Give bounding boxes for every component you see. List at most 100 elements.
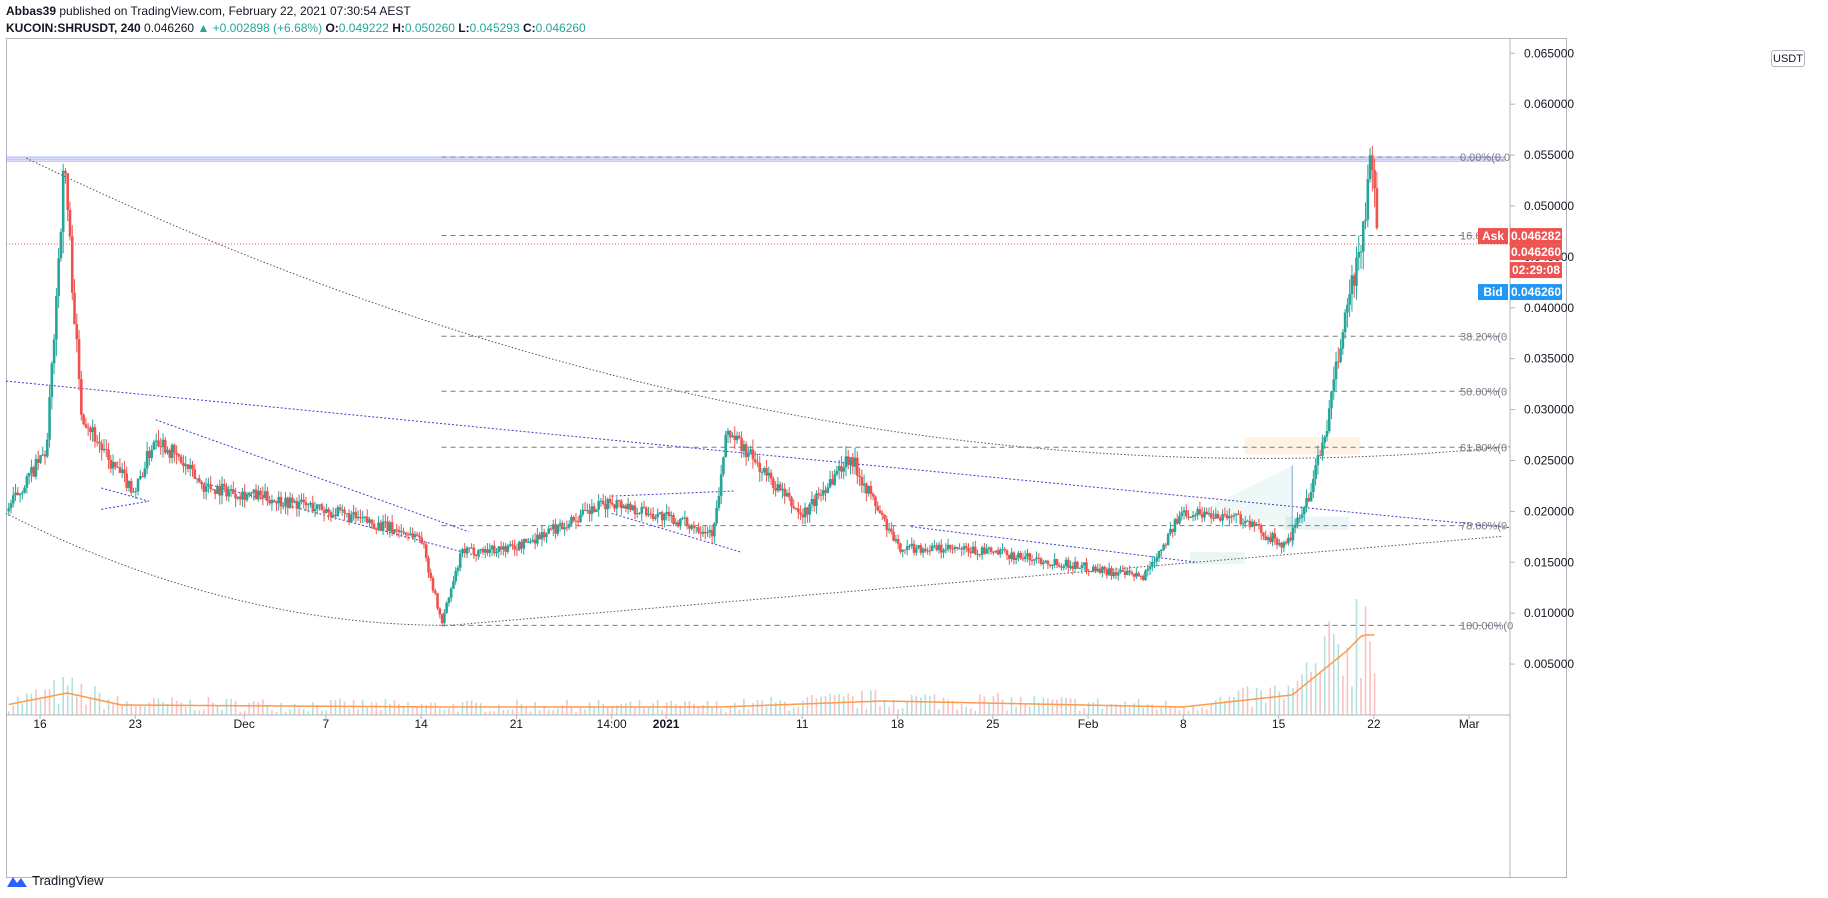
candle-body — [365, 516, 369, 523]
candle-body — [1017, 553, 1020, 558]
candle-body — [34, 459, 38, 477]
volume-bar — [584, 709, 586, 715]
volume-bar — [479, 703, 482, 715]
candle-body — [82, 414, 85, 425]
candle-body — [331, 514, 335, 517]
volume-bar — [1219, 696, 1222, 715]
candle-body — [1234, 513, 1238, 516]
candle-body — [388, 522, 392, 532]
candle-body — [996, 550, 1000, 555]
publisher-name[interactable]: Abbas39 — [6, 4, 57, 18]
price-change: ▲ +0.002898 (+6.68%) — [197, 21, 323, 35]
candle-body — [1180, 512, 1184, 517]
channel-upper-line — [155, 419, 469, 533]
candle-body — [529, 541, 532, 543]
candle-body — [354, 512, 358, 519]
volume-bar — [1296, 680, 1299, 715]
volume-bar — [1310, 671, 1312, 715]
triangle-lower-line — [101, 500, 149, 510]
candle-body — [1060, 566, 1063, 568]
candle-body — [583, 509, 587, 511]
candle-body — [363, 516, 367, 518]
candle-body — [327, 509, 330, 512]
candle-body — [983, 547, 986, 554]
candle-body — [374, 528, 378, 530]
candle-body — [914, 548, 918, 553]
candle-body — [1039, 558, 1043, 565]
candle-body — [261, 495, 265, 499]
candle-body — [756, 462, 759, 464]
volume-bar — [756, 699, 759, 715]
candle-body — [601, 500, 605, 505]
candle-body — [470, 547, 473, 549]
candle-body — [1243, 520, 1247, 524]
footer-brand-text[interactable]: TradingView — [32, 873, 104, 888]
candle-body — [109, 459, 113, 469]
candle-body — [127, 481, 131, 488]
volume-bar — [44, 689, 46, 715]
candle-body — [14, 492, 17, 496]
candle-body — [1171, 528, 1174, 533]
candle-body — [309, 502, 312, 505]
candle-body — [967, 547, 970, 552]
volume-bar — [593, 706, 595, 715]
candle-body — [747, 452, 750, 457]
volume-bar — [212, 702, 214, 715]
candle-body — [1178, 516, 1181, 524]
volume-bar — [134, 705, 137, 715]
candle-body — [890, 528, 893, 532]
candle-body — [1184, 510, 1188, 517]
candle-body — [424, 544, 428, 558]
volume-bar — [62, 677, 64, 715]
candle-body — [447, 597, 451, 604]
candle-body — [1264, 536, 1268, 540]
candle-body — [411, 533, 414, 538]
candle-body — [1207, 513, 1211, 515]
volume-bar — [747, 709, 750, 715]
candle-body — [1262, 532, 1265, 537]
volume-bar — [302, 709, 305, 715]
candle-body — [422, 543, 426, 545]
candle-body — [935, 545, 939, 551]
candle-body — [1098, 568, 1102, 573]
candle-body — [481, 548, 485, 553]
currency-unit-badge[interactable]: USDT — [1771, 50, 1805, 67]
candle-body — [1035, 557, 1038, 560]
candle-body — [751, 449, 755, 460]
volume-bar — [175, 700, 178, 715]
volume-bar — [906, 700, 909, 715]
candle-body — [440, 614, 444, 624]
volume-bar — [30, 693, 33, 715]
candle-body — [75, 324, 79, 340]
candle-body — [930, 545, 934, 552]
volume-bar — [307, 711, 310, 715]
volume-bar — [162, 701, 164, 715]
candle-body — [268, 501, 271, 504]
volume-bar — [1106, 704, 1108, 715]
candle-body — [1278, 542, 1281, 545]
volume-bar — [1196, 710, 1199, 715]
candle-body — [649, 513, 653, 515]
candle-body — [406, 534, 410, 536]
candle-body — [894, 539, 898, 541]
candle-body — [1130, 572, 1134, 575]
price-tick-label: 0.020000 — [1524, 504, 1574, 518]
candle-body — [1089, 571, 1093, 573]
candle-body — [669, 515, 673, 517]
candle-body — [556, 524, 560, 534]
candle-body — [1008, 555, 1011, 560]
candle-body — [617, 500, 621, 502]
candle-body — [606, 498, 610, 510]
candle-body — [1309, 492, 1313, 502]
volume-bar — [1301, 674, 1303, 715]
volume-bar — [1006, 710, 1008, 715]
candle-body — [885, 519, 889, 531]
candle-body — [758, 462, 762, 473]
symbol-name[interactable]: KUCOIN:SHRUSDT, 240 — [6, 21, 141, 35]
candle-body — [1026, 553, 1029, 557]
volume-bar — [298, 708, 300, 715]
volume-bar — [425, 705, 428, 715]
candle-body — [962, 546, 966, 550]
candle-body — [1048, 564, 1052, 566]
